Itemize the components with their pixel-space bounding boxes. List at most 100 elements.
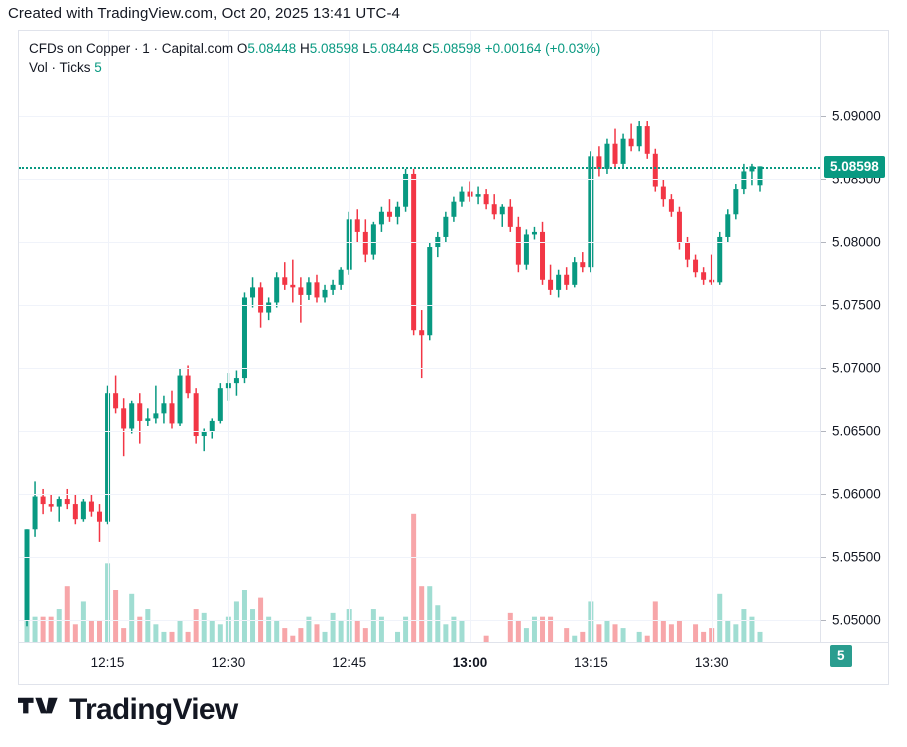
volume-bar <box>507 612 513 642</box>
gridline-vertical <box>349 31 351 642</box>
price-axis-tick <box>821 620 826 621</box>
candle-wick <box>203 428 205 452</box>
volume-bar <box>298 628 304 642</box>
candle-wick <box>147 408 149 426</box>
volume-bar <box>314 624 320 642</box>
volume-bar <box>693 624 699 642</box>
candle-body <box>427 247 433 336</box>
volume-bar <box>129 593 135 642</box>
gridline-horizontal <box>19 179 820 180</box>
volume-bar <box>185 631 191 642</box>
candle-body <box>169 403 175 424</box>
volume-bar <box>548 616 554 642</box>
tradingview-branding: TradingView <box>18 693 238 727</box>
candle-body <box>362 231 368 255</box>
volume-bar <box>660 620 666 642</box>
gridline-vertical <box>711 31 713 642</box>
volume-bar <box>290 635 296 642</box>
volume-value-badge: 5 <box>830 645 852 667</box>
candle-body <box>620 138 626 164</box>
candle-body <box>652 153 658 187</box>
candle-body <box>322 289 328 298</box>
candle-body <box>241 297 247 379</box>
candle-body <box>411 173 417 331</box>
candle-body <box>201 431 207 437</box>
price-axis-label: 5.08000 <box>832 234 881 250</box>
volume-bar <box>733 624 739 642</box>
candle-body <box>96 511 102 522</box>
price-axis-tick <box>821 494 826 495</box>
candle-body <box>725 214 731 237</box>
price-axis-label: 5.05000 <box>832 612 881 628</box>
volume-bar <box>362 628 368 642</box>
chart-frame: CFDs on Copper · 1 · Capital.com O5.0844… <box>18 30 889 685</box>
candle-wick <box>388 199 391 222</box>
candle-body <box>298 287 304 295</box>
price-axis-tick <box>821 179 826 180</box>
candle-body <box>499 206 505 215</box>
volume-bar <box>572 635 578 642</box>
volume-bar <box>515 620 521 642</box>
candle-body <box>177 375 183 424</box>
gridline-vertical <box>590 31 592 642</box>
candle-body <box>306 282 312 295</box>
candle-body <box>628 138 634 147</box>
volume-bar <box>306 616 312 642</box>
volume-bar <box>169 631 175 642</box>
candle-wick <box>66 488 69 510</box>
candle-body <box>314 282 320 298</box>
candle-wick <box>50 494 52 512</box>
candle-body <box>24 529 30 620</box>
volume-bar <box>523 628 529 642</box>
candle-body <box>370 224 376 255</box>
candle-body <box>378 211 384 225</box>
price-axis-label: 5.06500 <box>832 423 881 439</box>
candle-body <box>580 262 586 268</box>
volume-bar <box>604 620 610 642</box>
chart-plot-area[interactable] <box>19 31 820 642</box>
candle-body <box>483 194 489 205</box>
candle-body <box>693 259 699 273</box>
gridline-horizontal <box>19 242 820 243</box>
volume-bar <box>201 612 207 642</box>
price-axis-label: 5.07000 <box>832 360 881 376</box>
volume-bar <box>749 616 755 642</box>
volume-bar <box>435 605 441 642</box>
volume-bar <box>338 620 344 642</box>
candle-body <box>604 143 610 169</box>
candle-body <box>403 173 409 207</box>
candle-body <box>258 287 264 313</box>
volume-bar <box>370 609 376 642</box>
candle-body <box>330 284 336 290</box>
volume-bar <box>443 624 449 642</box>
price-axis[interactable]: 5.09000 5.08500 5.08000 5.07500 5.07000 5.065… <box>820 31 888 667</box>
current-price-badge: 5.08598 <box>824 155 885 178</box>
candle-body <box>64 499 70 505</box>
volume-bar <box>378 616 384 642</box>
candle-body <box>32 496 38 530</box>
price-axis-label: 5.07500 <box>832 297 881 313</box>
candle-body <box>395 206 401 217</box>
candle-body <box>48 504 54 507</box>
volume-bar <box>644 635 650 642</box>
tradingview-logo-icon <box>18 697 58 714</box>
volume-bar <box>411 513 417 642</box>
volume-bar <box>88 620 94 642</box>
volume-bar <box>322 631 328 642</box>
volume-bar <box>48 616 54 642</box>
volume-bar <box>725 620 731 642</box>
candle-body <box>491 204 497 215</box>
gridline-horizontal <box>19 305 820 306</box>
volume-bar <box>274 620 280 642</box>
candle-body <box>733 189 739 215</box>
volume-bar <box>64 586 70 642</box>
candle-body <box>644 126 650 154</box>
time-axis[interactable]: 12:15 12:30 12:45 13:00 13:15 13:30 <box>19 642 888 684</box>
volume-bar <box>72 624 78 642</box>
candle-body <box>451 201 457 217</box>
price-axis-tick <box>821 557 826 558</box>
volume-bar <box>531 616 537 642</box>
candle-body <box>72 504 78 520</box>
volume-bar <box>233 601 239 642</box>
volume-bar <box>668 624 674 642</box>
